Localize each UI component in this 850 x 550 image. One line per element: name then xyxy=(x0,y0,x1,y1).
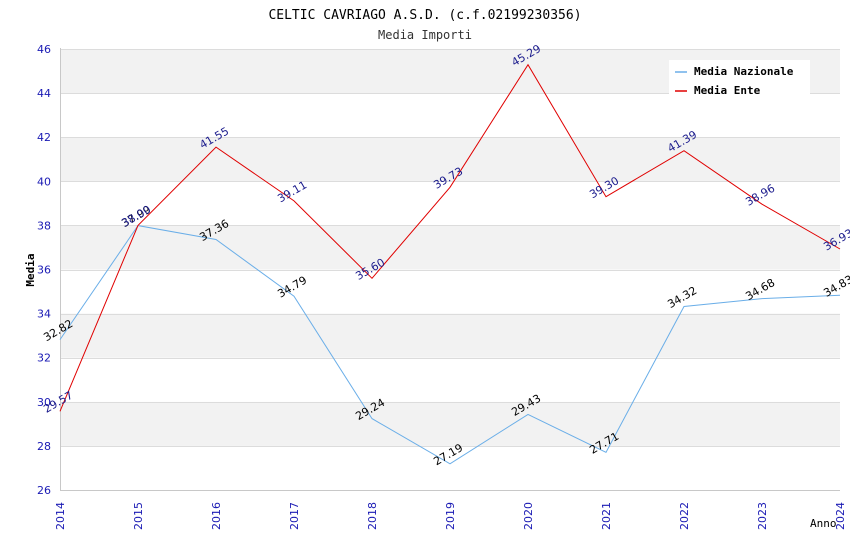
y-tick-label: 40 xyxy=(37,175,51,188)
y-tick-label: 44 xyxy=(37,87,51,100)
x-tick-label: 2020 xyxy=(522,502,535,530)
x-tick-labels: 2014 2015 2016 2017 2018 2019 2020 2021 2022 2023… xyxy=(54,502,847,530)
x-tick-label: 2021 xyxy=(600,502,613,530)
plot-band xyxy=(60,313,840,358)
x-axis-title: Anno xyxy=(810,517,837,530)
plot-band xyxy=(60,269,840,314)
chart-title: CELTIC CAVRIAGO A.S.D. (c.f.02199230356) xyxy=(268,8,581,23)
y-tick-label: 36 xyxy=(37,264,51,277)
y-tick-label: 32 xyxy=(37,352,51,365)
x-tick-label: 2016 xyxy=(210,502,223,530)
x-tick-label: 2024 xyxy=(834,502,847,530)
x-tick-label: 2017 xyxy=(288,502,301,530)
series-line-media-nazionale xyxy=(59,225,841,465)
x-tick-label: 2019 xyxy=(444,502,457,530)
y-tick-labels: 26 28 30 32 34 36 38 40 42 44 46 xyxy=(37,43,51,497)
x-tick-label: 2014 xyxy=(54,502,67,530)
y-tick-label: 38 xyxy=(37,219,51,232)
plot-background-bands xyxy=(60,49,840,490)
chart-subtitle: Media Importi xyxy=(378,28,472,42)
legend-label-media-nazionale: Media Nazionale xyxy=(694,65,794,78)
y-tick-label: 34 xyxy=(37,308,51,321)
series-line-media-ente xyxy=(59,63,841,412)
y-tick-label: 42 xyxy=(37,131,51,144)
series-lines xyxy=(59,63,841,465)
y-tick-label: 26 xyxy=(37,484,51,497)
x-tick-label: 2015 xyxy=(132,502,145,530)
y-tick-label: 28 xyxy=(37,440,51,453)
plot-band xyxy=(60,137,840,182)
legend-box xyxy=(669,60,810,98)
plot-band xyxy=(60,181,840,226)
y-tick-label: 46 xyxy=(37,43,51,56)
y-tick-label: 30 xyxy=(37,396,51,409)
plot-band xyxy=(60,401,840,446)
x-tick-label: 2018 xyxy=(366,502,379,530)
x-tick-label: 2022 xyxy=(678,502,691,530)
x-tick-label: 2023 xyxy=(756,502,769,530)
plot-band xyxy=(60,445,840,490)
legend-label-media-ente: Media Ente xyxy=(694,84,761,97)
plot-band xyxy=(60,357,840,402)
plot-band xyxy=(60,225,840,270)
plot-band xyxy=(60,93,840,138)
legend: Media Nazionale Media Ente xyxy=(669,60,810,98)
y-axis-title: Media xyxy=(24,253,37,286)
